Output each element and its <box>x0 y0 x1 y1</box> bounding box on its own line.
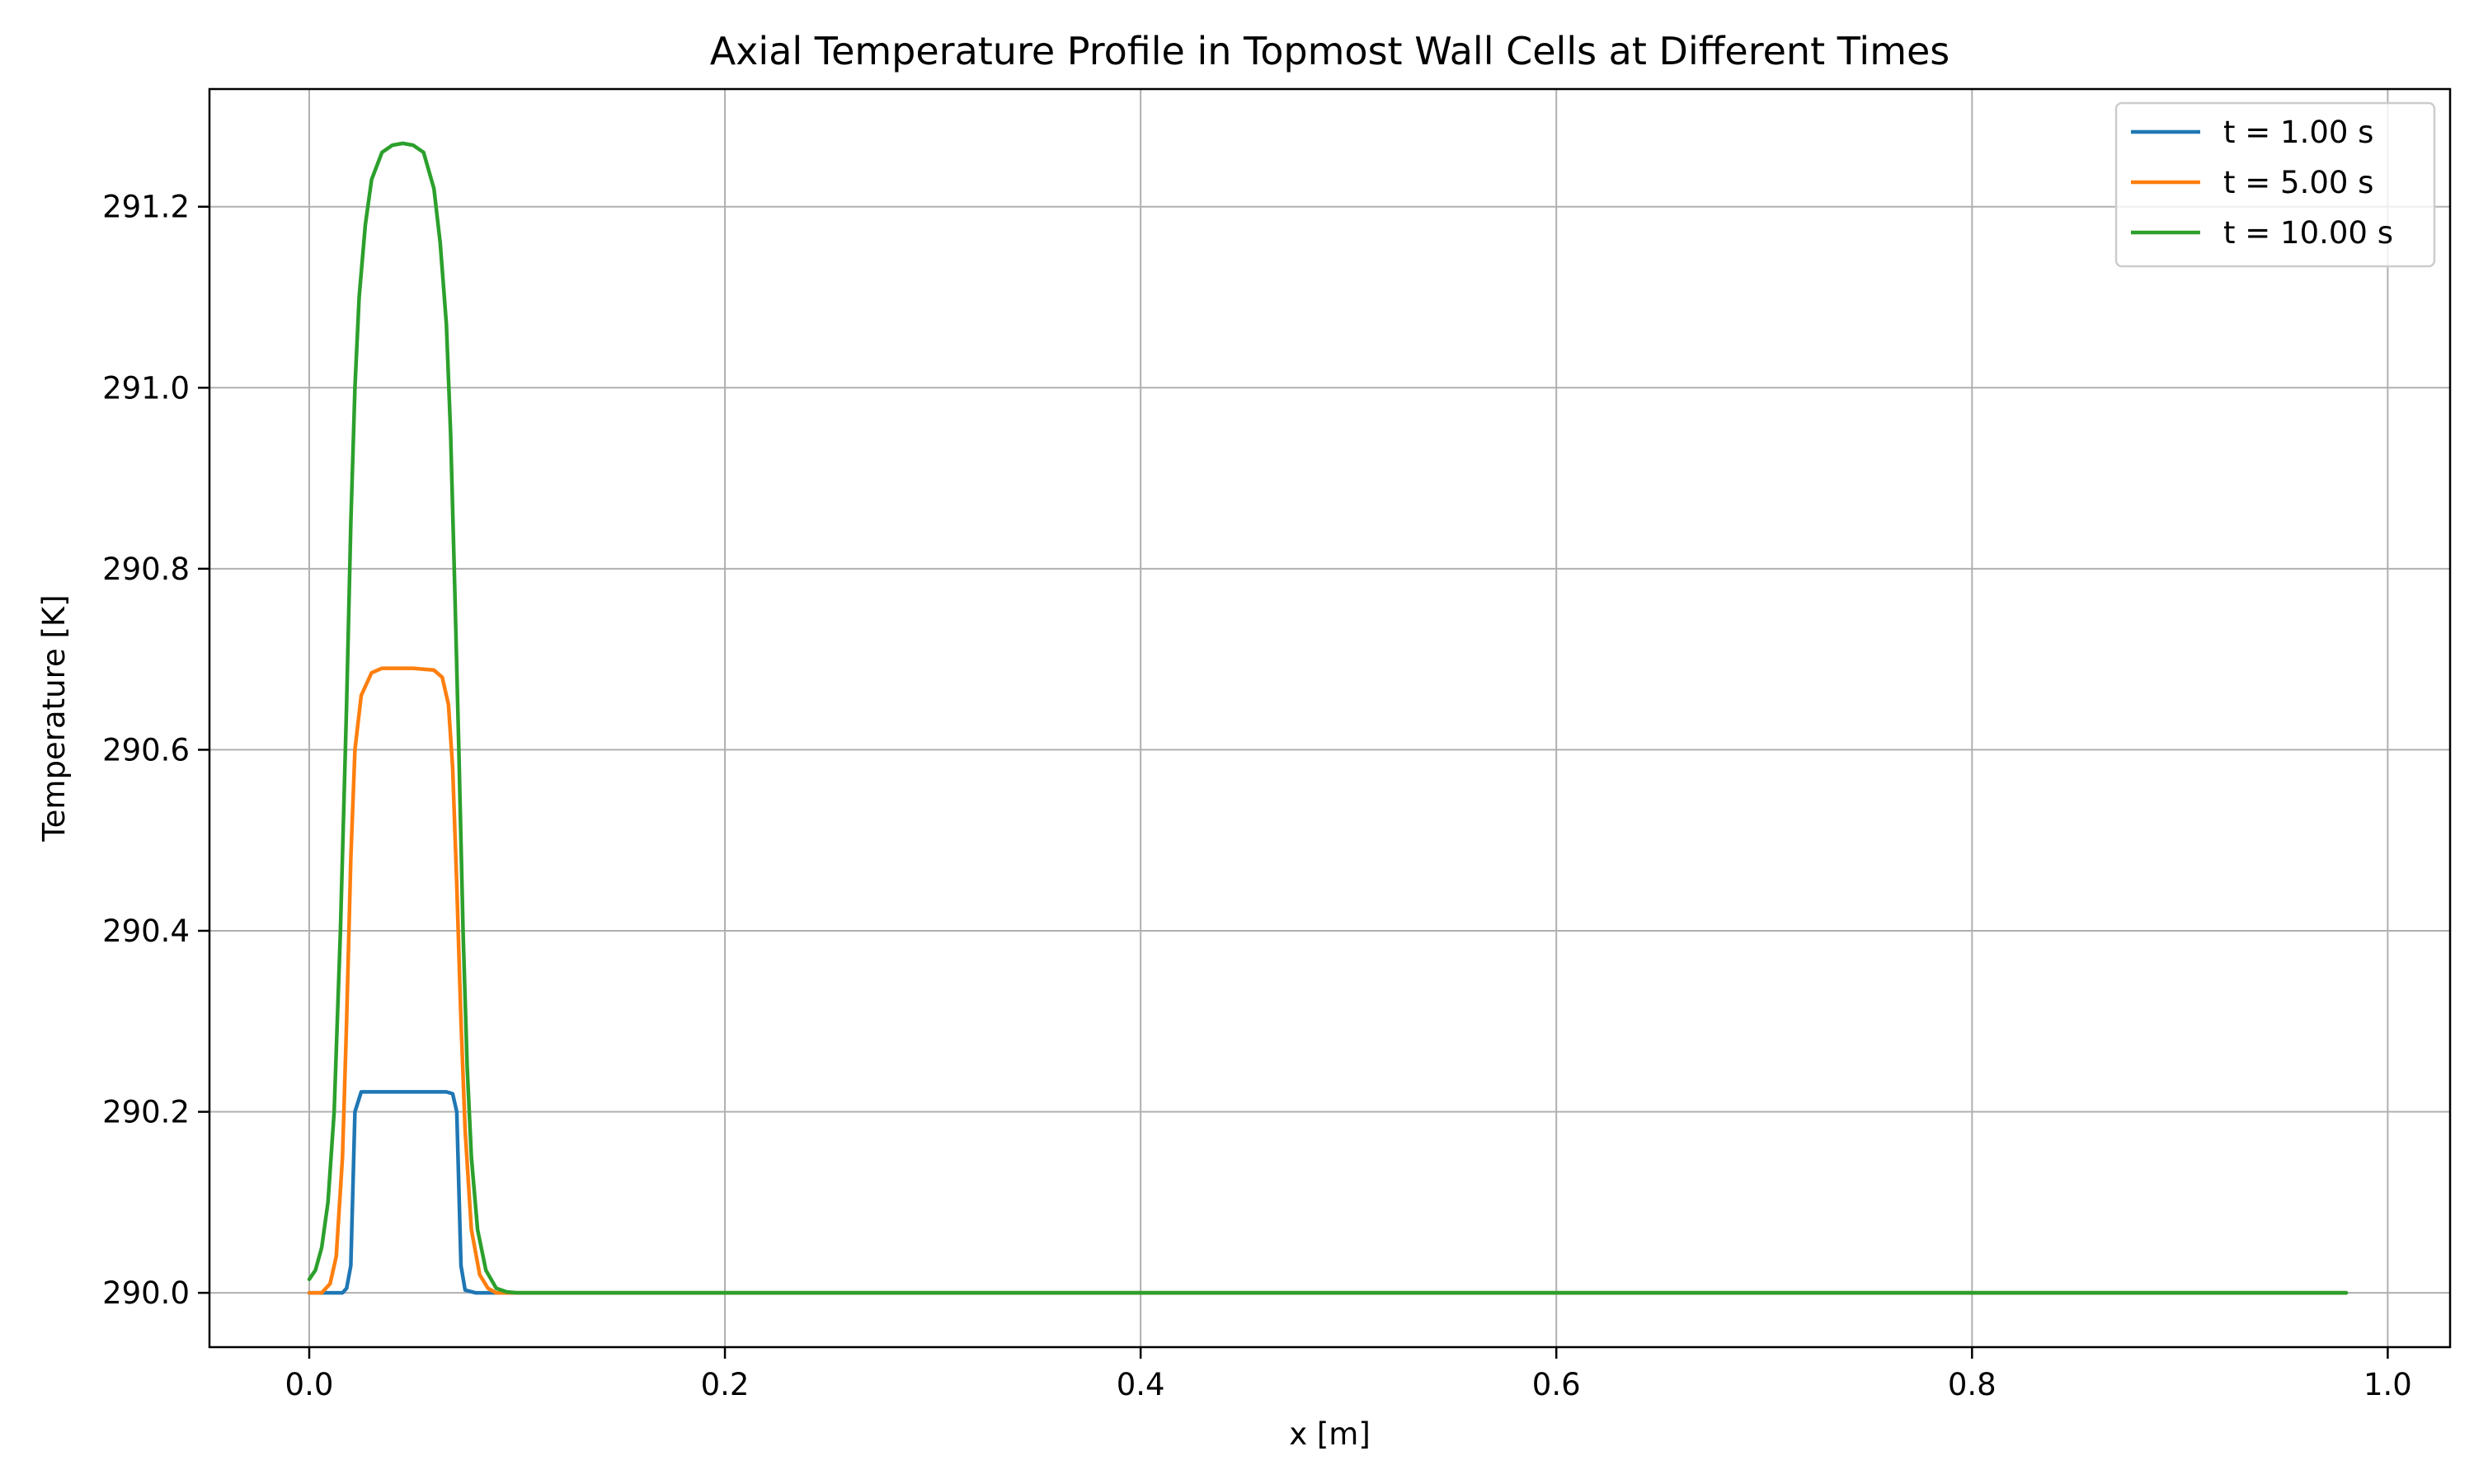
x-tick-label: 0.8 <box>1948 1367 1997 1402</box>
y-tick-label: 290.2 <box>102 1095 190 1130</box>
legend-label-2: t = 5.00 s <box>2223 165 2373 200</box>
y-tick-label: 291.2 <box>102 190 190 225</box>
legend-label-1: t = 1.00 s <box>2223 115 2373 150</box>
x-tick-label: 0.4 <box>1117 1367 1165 1402</box>
grid-lines <box>209 89 2450 1347</box>
y-axis-label: Temperature [K] <box>36 594 72 842</box>
y-axis: 290.0 290.2 290.4 290.6 290.8 291.0 291.2 <box>102 190 209 1311</box>
series-layer <box>307 141 2349 1295</box>
legend-box <box>2114 101 2436 268</box>
plot-frame <box>208 87 2452 1349</box>
y-tick-label: 290.0 <box>102 1275 190 1311</box>
x-tick-label: 0.6 <box>1532 1367 1581 1402</box>
chart-title: Axial Temperature Profile in Topmost Wal… <box>710 29 1950 73</box>
x-tick-label: 1.0 <box>2363 1367 2412 1402</box>
y-tick-label: 290.8 <box>102 552 190 587</box>
y-tick-label: 290.6 <box>102 732 190 768</box>
x-axis-label: x [m] <box>1289 1416 1371 1452</box>
y-tick-label: 291.0 <box>102 370 190 406</box>
legend: t = 1.00 s t = 5.00 s t = 10.00 s <box>2114 101 2436 268</box>
series-line-3 <box>307 141 2349 1295</box>
x-tick-label: 0.0 <box>285 1367 334 1402</box>
x-tick-label: 0.2 <box>701 1367 750 1402</box>
y-tick-label: 290.4 <box>102 913 190 949</box>
legend-label-3: t = 10.00 s <box>2223 215 2393 251</box>
x-axis: 0.0 0.2 0.4 0.6 0.8 1.0 <box>285 1347 2412 1402</box>
